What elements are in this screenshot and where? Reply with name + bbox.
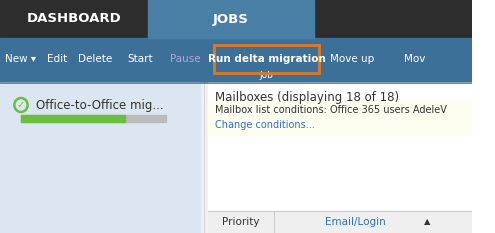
Text: Job: Job [260, 72, 274, 80]
Bar [208, 83, 472, 233]
Text: Run delta migration: Run delta migration [208, 54, 326, 64]
Bar [0, 38, 472, 83]
Text: Edit: Edit [47, 54, 67, 64]
Bar [208, 99, 472, 135]
Text: New ▾: New ▾ [5, 54, 37, 64]
Text: Mailboxes (displaying 18 of 18): Mailboxes (displaying 18 of 18) [215, 92, 399, 104]
Text: DASHBOARD: DASHBOARD [26, 13, 121, 25]
Text: ✓: ✓ [17, 100, 25, 110]
Text: Move up: Move up [330, 54, 375, 64]
Bar [214, 45, 319, 73]
Bar [0, 0, 472, 38]
Text: JOBS: JOBS [213, 13, 249, 25]
Text: Mov: Mov [404, 54, 425, 64]
Text: ▲: ▲ [424, 217, 430, 226]
Text: Start: Start [127, 54, 153, 64]
Text: Delete: Delete [78, 54, 112, 64]
Bar [148, 0, 314, 38]
Text: Mailbox list conditions: Office 365 users AdeleV: Mailbox list conditions: Office 365 user… [215, 105, 447, 115]
Bar [0, 83, 472, 233]
Bar [21, 115, 125, 122]
Bar [0, 83, 200, 233]
Text: Change conditions...: Change conditions... [215, 120, 315, 130]
Text: Priority: Priority [222, 217, 260, 227]
Text: Office-to-Office mig...: Office-to-Office mig... [36, 99, 164, 112]
Text: Email/Login: Email/Login [325, 217, 386, 227]
Bar [208, 211, 472, 233]
Bar [21, 115, 166, 122]
Text: Pause: Pause [170, 54, 201, 64]
